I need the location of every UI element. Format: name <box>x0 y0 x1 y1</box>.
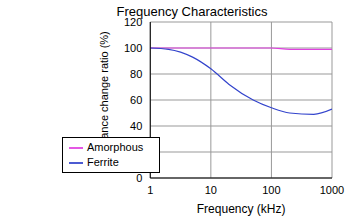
svg-text:10: 10 <box>205 184 217 196</box>
svg-text:40: 40 <box>130 120 142 132</box>
svg-text:1000: 1000 <box>320 184 344 196</box>
svg-text:Frequency (kHz): Frequency (kHz) <box>197 202 286 216</box>
svg-text:100: 100 <box>262 184 280 196</box>
svg-text:Inductance change ratio (%): Inductance change ratio (%) <box>98 31 110 169</box>
svg-text:20: 20 <box>130 146 142 158</box>
svg-text:1: 1 <box>147 184 153 196</box>
svg-text:60: 60 <box>130 94 142 106</box>
svg-text:80: 80 <box>130 68 142 80</box>
svg-text:120: 120 <box>124 16 142 28</box>
svg-text:100: 100 <box>124 42 142 54</box>
svg-text:0: 0 <box>136 172 142 184</box>
